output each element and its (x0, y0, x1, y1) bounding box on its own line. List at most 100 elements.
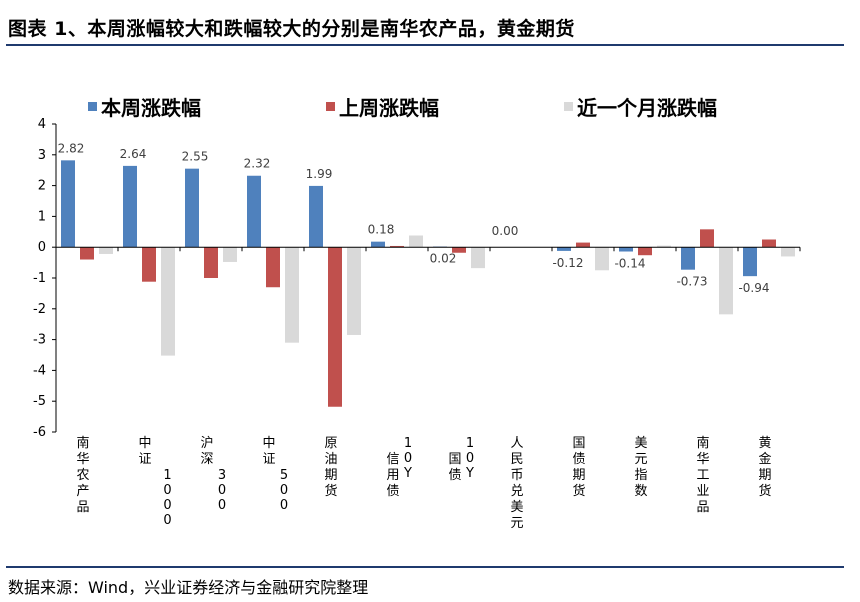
category-label-part: 国 (448, 452, 461, 467)
x-category-label: 中证 500 (247, 436, 292, 509)
data-label: 2.82 (58, 141, 85, 155)
category-label-part: 南 (696, 435, 709, 451)
chart-legend: 本周涨跌幅 上周涨跌幅 近一个月涨跌幅 (0, 92, 860, 121)
category-label-part: 指 (634, 468, 647, 483)
category-label-part: 业 (696, 484, 709, 499)
bar-last-week (700, 229, 714, 248)
y-tick-label: 4 (38, 117, 46, 132)
category-label-part: 深 (200, 452, 213, 467)
y-tick-label: 2 (38, 179, 46, 194)
category-label-part: 品 (76, 500, 89, 515)
category-label-part: 债 (572, 452, 585, 467)
bar-last-week (452, 247, 466, 253)
bar-chart: 4 3 2 1 0 -1 -2 -3 -4 -5 -6 2.82 2.64 2.55 2.32 1.99 0.1… (33, 117, 801, 531)
category-label-part: 期 (324, 468, 337, 483)
category-label-part: 黄 (758, 436, 771, 451)
bar-last-week (390, 245, 404, 248)
bar-this-week (123, 165, 137, 248)
x-category-label: 南华工业品 (696, 435, 709, 515)
category-label-part: 华 (696, 452, 709, 467)
bar-last-week (266, 247, 280, 288)
data-label: 2.32 (244, 157, 271, 171)
legend-item-one-month: 近一个月涨跌幅 (564, 92, 717, 121)
x-category-label: 国债期货 (572, 436, 585, 499)
category-label-part: 美 (510, 500, 523, 515)
x-category-label: 10Y 国债 (433, 436, 478, 483)
bar-one-month (161, 247, 175, 356)
data-label: -0.14 (614, 257, 645, 271)
category-label-part: 民 (510, 452, 523, 467)
category-label-part: 300 (185, 468, 230, 509)
legend-label-one-month: 近一个月涨跌幅 (577, 96, 717, 120)
category-label-part: 华 (76, 452, 89, 467)
x-category-label: 原油期货 (324, 436, 337, 499)
y-tick-label: -1 (33, 271, 46, 286)
y-tick-label: -2 (33, 302, 46, 317)
bar-this-week (371, 241, 385, 248)
category-label-part: 1000 (115, 468, 175, 524)
bar-last-week (638, 247, 652, 256)
category-label-part: 油 (324, 452, 337, 467)
bar-this-week (309, 185, 323, 248)
category-label-part: 沪 (200, 435, 213, 451)
legend-label-this-week: 本周涨跌幅 (101, 96, 201, 120)
bar-last-week (762, 239, 776, 248)
legend-swatch-one-month (564, 102, 573, 111)
bar-one-month (471, 247, 485, 269)
x-category-label: 沪深 300 (185, 435, 230, 509)
bar-last-week (80, 247, 94, 260)
category-label-part: 产 (76, 484, 89, 499)
bar-one-month (285, 247, 299, 343)
x-category-label: 美元指数 (634, 436, 647, 499)
y-tick-label: -4 (33, 363, 46, 378)
x-category-label: 10Y 信用债 (371, 436, 416, 499)
y-tick-label: 3 (38, 148, 46, 163)
bar-one-month (781, 247, 795, 257)
bar-this-week (61, 160, 75, 248)
category-label-part: 兑 (510, 484, 523, 499)
bar-last-week (204, 247, 218, 278)
legend-swatch-last-week (326, 102, 335, 111)
bar-this-week (185, 168, 199, 248)
figure-title: 图表 1、本周涨幅较大和跌幅较大的分别是南华农产品，黄金期货 (8, 18, 575, 40)
category-label-part: 债 (448, 468, 461, 483)
x-category-label: 黄金期货 (758, 436, 771, 499)
category-label-part: 金 (758, 451, 771, 467)
category-label-part: 货 (758, 483, 771, 499)
y-tick-label: -5 (33, 394, 46, 409)
bar-one-month (719, 247, 733, 315)
data-label: 0.00 (492, 224, 519, 238)
footer-rule (6, 566, 844, 568)
x-category-label: 南华农产品 (76, 435, 89, 515)
data-source-note: 数据来源：Wind，兴业证券经济与金融研究院整理 (8, 578, 369, 597)
data-label: 0.18 (368, 223, 395, 237)
category-label-part: 证 (262, 452, 275, 467)
category-label-part: 中 (262, 436, 275, 451)
category-label-part: 原 (324, 436, 337, 451)
category-label-part: 数 (634, 484, 647, 499)
bar-last-week (576, 242, 590, 248)
category-label-part: 元 (510, 516, 523, 531)
data-label: 2.64 (120, 147, 147, 161)
x-category-label: 中证 1000 (115, 436, 175, 524)
bar-this-week (619, 247, 633, 252)
category-label-part: 国 (572, 436, 585, 451)
category-label-part: 币 (510, 468, 523, 483)
category-label-part: 人 (510, 436, 523, 451)
category-label-part: 用 (386, 468, 399, 483)
legend-label-last-week: 上周涨跌幅 (339, 96, 439, 120)
legend-item-this-week: 本周涨跌幅 (88, 92, 201, 121)
bar-this-week (557, 247, 571, 251)
legend-swatch-this-week (88, 102, 97, 111)
y-tick-label: 0 (38, 240, 46, 255)
category-label-part: 工 (696, 468, 709, 483)
category-label-part: 货 (324, 483, 337, 499)
bar-one-month (595, 247, 609, 271)
y-tick-label: -3 (33, 333, 46, 348)
data-label: -0.73 (676, 275, 707, 289)
bar-one-month (99, 247, 113, 254)
data-label: -0.94 (738, 281, 769, 295)
category-label-part: 农 (76, 468, 89, 483)
category-label-part: 品 (696, 500, 709, 515)
category-label-part: 货 (572, 483, 585, 499)
